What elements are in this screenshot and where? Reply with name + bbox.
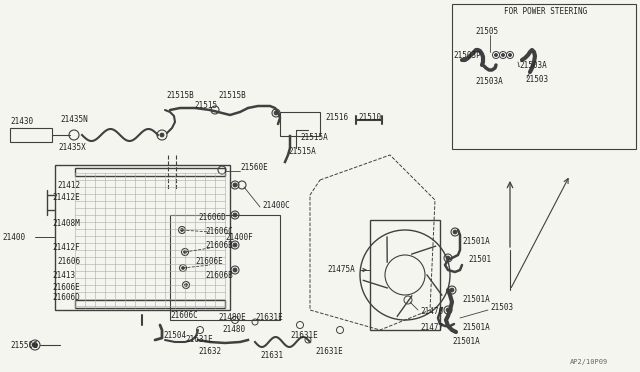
Circle shape [453, 230, 457, 234]
Text: 21515B: 21515B [218, 92, 246, 100]
Text: 21515: 21515 [194, 102, 217, 110]
Text: 21560E: 21560E [240, 163, 268, 171]
Text: 21632: 21632 [198, 347, 221, 356]
Text: 21501: 21501 [468, 256, 491, 264]
Text: 21501A: 21501A [462, 324, 490, 333]
Text: FOR POWER STEERING: FOR POWER STEERING [504, 7, 588, 16]
Circle shape [184, 283, 188, 286]
Text: 21475A: 21475A [327, 266, 355, 275]
Text: 21510: 21510 [358, 113, 381, 122]
Text: 21606E: 21606E [195, 257, 223, 266]
Text: 21400: 21400 [2, 232, 25, 241]
Text: 21631E: 21631E [315, 347, 343, 356]
Text: 21606C: 21606C [170, 311, 198, 320]
Text: 21515A: 21515A [288, 148, 316, 157]
Text: 21503P: 21503P [453, 51, 481, 61]
Text: 21631E: 21631E [290, 331, 317, 340]
Text: 21550G: 21550G [10, 340, 38, 350]
Circle shape [33, 343, 38, 347]
Circle shape [160, 133, 164, 137]
Text: 21480E: 21480E [218, 314, 246, 323]
Text: 21504: 21504 [163, 330, 186, 340]
Text: 21501A: 21501A [452, 337, 480, 346]
Bar [170, 215, 280, 320]
Text: 21631E: 21631E [255, 314, 283, 323]
Circle shape [509, 54, 511, 57]
Circle shape [233, 213, 237, 217]
Circle shape [233, 268, 237, 272]
Text: 21606B: 21606B [205, 272, 233, 280]
Text: 21480: 21480 [222, 326, 245, 334]
Text: 21501A: 21501A [462, 237, 490, 247]
Text: 21400F: 21400F [225, 232, 253, 241]
Text: 21505: 21505 [475, 28, 498, 36]
Circle shape [180, 228, 184, 231]
Circle shape [182, 266, 184, 269]
Text: 21435X: 21435X [58, 144, 86, 153]
Text: 21516: 21516 [325, 113, 348, 122]
Circle shape [450, 288, 454, 292]
Bar [75, 300, 225, 308]
Text: 21412: 21412 [57, 180, 80, 189]
Text: 21430: 21430 [10, 118, 33, 126]
Text: 21631: 21631 [260, 350, 283, 359]
Text: 21501A: 21501A [462, 295, 490, 305]
Text: 21476: 21476 [420, 308, 443, 317]
Text: 21477: 21477 [420, 324, 443, 333]
Text: 21435N: 21435N [60, 115, 88, 125]
Text: 21606C: 21606C [205, 228, 233, 237]
Text: 21631E: 21631E [185, 336, 212, 344]
Bar [370, 220, 440, 330]
Text: 21606D: 21606D [198, 214, 226, 222]
Text: 21503A: 21503A [475, 77, 503, 87]
Text: 21606E: 21606E [52, 282, 80, 292]
Text: 21606B: 21606B [205, 241, 233, 250]
Bar [55, 165, 230, 310]
Circle shape [184, 250, 186, 253]
Bar [75, 168, 225, 176]
Circle shape [233, 243, 237, 247]
Text: 21503: 21503 [525, 76, 548, 84]
Text: 21412E: 21412E [52, 193, 80, 202]
Text: 21606: 21606 [57, 257, 80, 266]
Bar [452, 4, 636, 149]
Circle shape [446, 256, 450, 260]
Bar [10, 128, 52, 142]
Text: 21606D: 21606D [52, 292, 80, 301]
Text: 21412F: 21412F [52, 243, 80, 251]
Circle shape [502, 54, 504, 57]
Text: 21503: 21503 [490, 304, 513, 312]
Text: 21400C: 21400C [262, 201, 290, 209]
Text: 21408M: 21408M [52, 218, 80, 228]
Text: 21515A: 21515A [300, 134, 328, 142]
Circle shape [495, 54, 497, 57]
Circle shape [274, 111, 278, 115]
Bar [280, 112, 320, 136]
Circle shape [233, 183, 237, 187]
Text: 21503A: 21503A [519, 61, 547, 70]
Text: 21413: 21413 [52, 270, 75, 279]
Text: 21515B: 21515B [166, 92, 194, 100]
Text: AP2/10P09: AP2/10P09 [570, 359, 608, 365]
Circle shape [446, 308, 450, 312]
